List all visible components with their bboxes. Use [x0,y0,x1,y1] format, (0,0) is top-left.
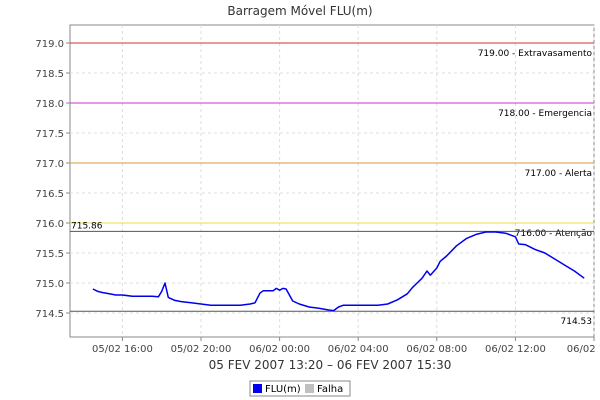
threshold-label: 719.00 - Extravasamento [478,49,593,59]
y-tick-label: 718.5 [35,69,64,80]
legend: FLU(m) Falha [249,380,351,397]
legend-swatch [253,384,262,393]
y-tick-label: 719.0 [35,39,64,50]
y-tick-label: 717.5 [35,129,64,140]
threshold-label: 718.00 - Emergencia [498,109,592,119]
y-tick-label: 715.0 [35,279,64,290]
x-tick-label: 06/02 00:00 [249,344,310,355]
threshold-label: 717.00 - Alerta [525,169,592,179]
x-tick-label: 06/02 12:00 [485,344,546,355]
x-tick-label: 05/02 16:00 [92,344,153,355]
plot-area [69,24,595,338]
legend-label: Falha [317,384,343,395]
x-axis: 05/02 16:00 05/02 20:00 06/02 00:00 06/02 0… [92,337,600,355]
legend-box [249,380,351,397]
x-tick-label: 06/02 04:00 [328,344,389,355]
chart-title: Barragem Móvel FLU(m) [227,4,372,18]
y-tick-label: 716.5 [35,189,64,200]
y-tick-label: 717.0 [35,159,64,170]
min-line-label: 714.53 [561,317,593,327]
y-tick-label: 716.0 [35,219,64,230]
max-line-label: 715.86 [71,221,103,231]
threshold-lines: 719.00 - Extravasamento 718.00 - Emergenc… [70,42,594,327]
legend-label: FLU(m) [265,384,301,395]
threshold-label: 716.00 - Atenção [515,229,593,239]
y-axis: 714.5 715.0 715.5 716.0 716.5 717.0 717.5 718.0… [35,39,70,320]
x-tick-label: 06/02 16:0 [567,344,600,355]
x-tick-label: 06/02 08:00 [406,344,467,355]
y-tick-label: 714.5 [35,309,64,320]
y-tick-label: 718.0 [35,99,64,110]
series-line [92,231,585,312]
x-tick-label: 05/02 20:00 [171,344,232,355]
legend-swatch [305,384,314,393]
y-tick-label: 715.5 [35,249,64,260]
series-layer [92,231,585,312]
grid [70,25,595,337]
x-axis-label: 05 FEV 2007 13:20 – 06 FEV 2007 15:30 [209,358,452,372]
